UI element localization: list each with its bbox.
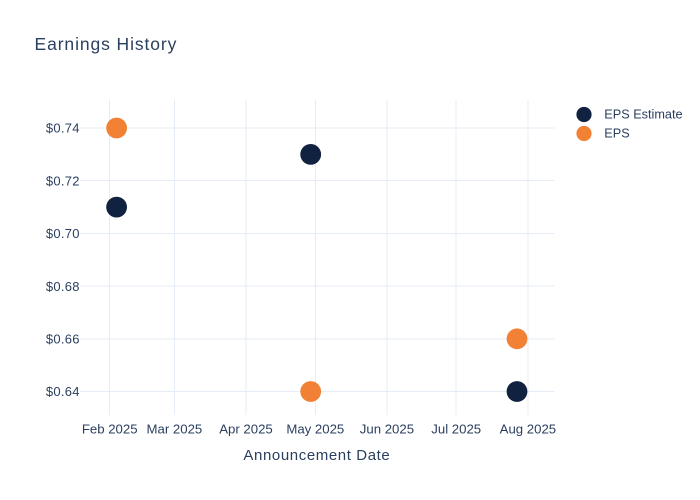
svg-text:Earnings History: Earnings History [35,34,178,54]
svg-text:EPS Estimate: EPS Estimate [604,108,682,122]
svg-text:$0.68: $0.68 [46,279,80,294]
svg-text:Jul 2025: Jul 2025 [431,421,481,436]
svg-text:Feb 2025: Feb 2025 [82,421,138,436]
svg-text:$0.70: $0.70 [46,226,80,241]
svg-text:Aug 2025: Aug 2025 [500,421,556,436]
svg-text:Apr 2025: Apr 2025 [219,421,273,436]
svg-text:$0.74: $0.74 [46,121,80,136]
svg-text:Announcement Date: Announcement Date [243,447,390,464]
svg-text:$0.72: $0.72 [46,173,80,188]
svg-text:Mar 2025: Mar 2025 [147,421,203,436]
svg-text:$0.64: $0.64 [46,384,80,399]
svg-text:EPS: EPS [604,127,629,141]
svg-text:$0.66: $0.66 [46,332,80,347]
svg-text:May 2025: May 2025 [286,421,344,436]
svg-text:Jun 2025: Jun 2025 [360,421,414,436]
